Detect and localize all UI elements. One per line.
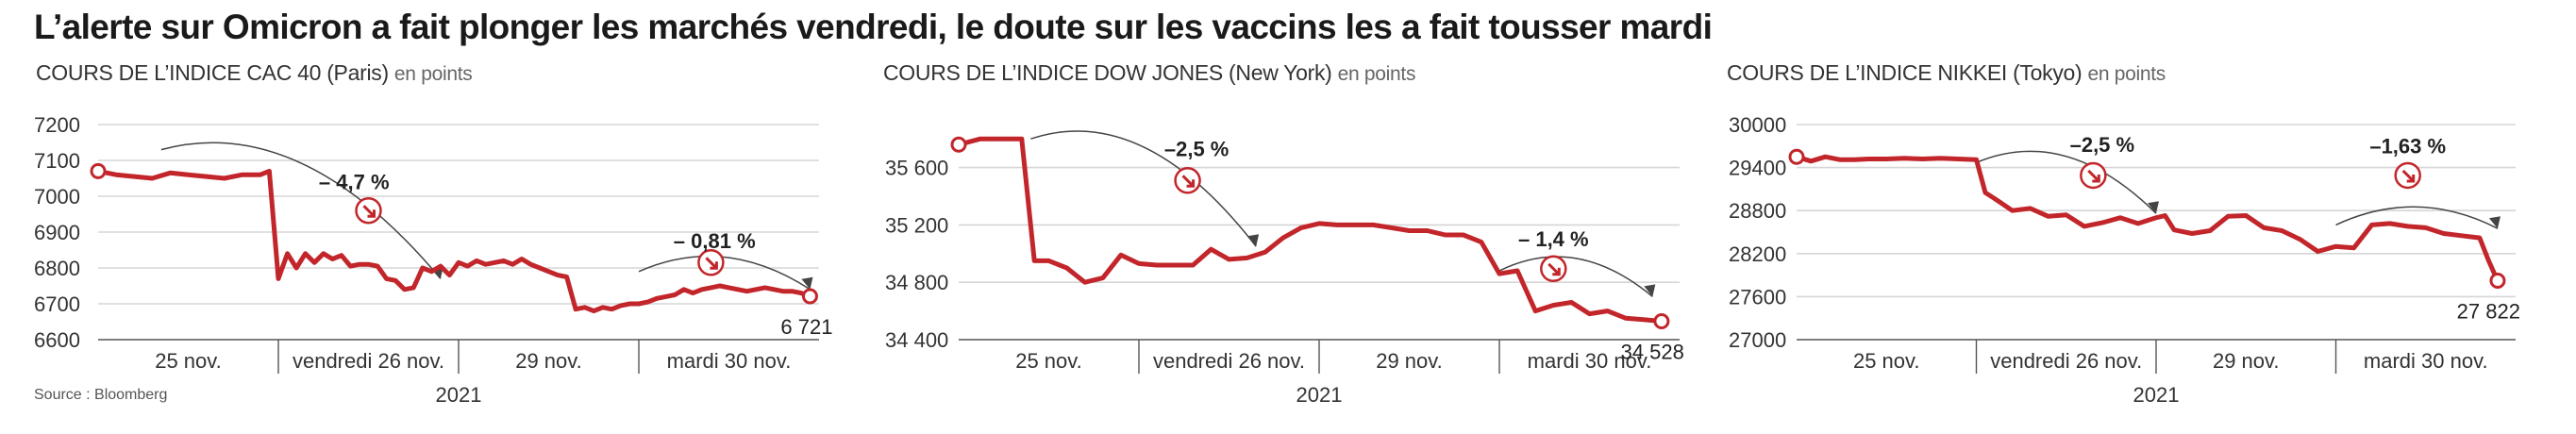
cac40-title: COURS DE L’INDICE CAC 40 (Paris) en poin…	[36, 60, 473, 86]
dowjones-x-category-label: vendredi 26 nov.	[1153, 349, 1305, 373]
dowjones-annotation-label: – 1,4 %	[1518, 227, 1589, 251]
nikkei-year-label: 2021	[2133, 383, 2180, 407]
dowjones-unit: en points	[1337, 63, 1416, 85]
nikkei-x-category-label: vendredi 26 nov.	[1990, 349, 2142, 373]
nikkei-annotation-arrowhead	[2488, 216, 2501, 229]
dowjones-end-marker	[1653, 313, 1670, 330]
nikkei-down-arrow-glyph	[2087, 169, 2100, 183]
nikkei-annotation-arrow	[1976, 150, 2157, 214]
nikkei-annotation-label: –2,5 %	[2070, 133, 2135, 157]
cac40-chart: 6600 6700 6800 6900 7000 7100 7200 25 nov. vendr…	[34, 113, 832, 407]
nikkei-title: COURS DE L’INDICE NIKKEI (Tokyo) en poin…	[1727, 60, 2166, 86]
cac40-x-category-label: vendredi 26 nov.	[293, 349, 444, 373]
nikkei-annotation-arrowhead	[2148, 201, 2159, 214]
cac40-title-text: COURS DE L’INDICE CAC 40 (Paris)	[36, 60, 389, 85]
dowjones-annotation-arrow	[1030, 130, 1257, 247]
dowjones-ytick-label: 34 800	[885, 271, 948, 294]
cac40-series-line	[95, 168, 812, 314]
cac40-ytick-label: 7200	[34, 113, 80, 137]
dowjones-end-value-label: 34 528	[1621, 341, 1684, 364]
dowjones-annotation-label: –2,5 %	[1164, 137, 1229, 160]
nikkei-chart: 27000 27600 28200 28800 29400 30000 25 nov. ven…	[1729, 113, 2520, 407]
source-note: Source : Bloomberg	[34, 387, 168, 403]
cac40-annotation-arrow	[638, 255, 811, 291]
dowjones-x-category-label: mardi 30 nov.	[1528, 349, 1652, 373]
dowjones-title: COURS DE L’INDICE DOW JONES (New York) e…	[883, 60, 1415, 86]
headline: L’alerte sur Omicron a fait plonger les …	[34, 8, 1713, 46]
dowjones-chart: 34 400 34 800 35 200 35 600 25 nov. vendredi …	[885, 130, 1684, 407]
nikkei-annotation-arrow	[2335, 206, 2499, 229]
cac40-annotation-arrow	[160, 142, 442, 279]
cac40-annotation-label: – 0,81 %	[674, 229, 756, 253]
dowjones-x-category-label: 29 nov.	[1376, 349, 1443, 373]
cac40-down-arrow-glyph	[362, 205, 376, 218]
nikkei-end-value-label: 27 822	[2457, 300, 2520, 324]
nikkei-ytick-label: 30000	[1729, 113, 1786, 137]
nikkei-ytick-label: 28800	[1729, 199, 1786, 223]
nikkei-series-line	[1794, 154, 2501, 283]
dowjones-ytick-label: 35 200	[885, 213, 948, 237]
cac40-ytick-label: 6600	[34, 328, 80, 352]
cac40-down-arrow-glyph	[705, 257, 718, 270]
cac40-end-value-label: 6 721	[780, 315, 832, 339]
nikkei-ytick-label: 29400	[1729, 157, 1786, 180]
nikkei-x-category-label: 29 nov.	[2213, 349, 2280, 373]
nikkei-ytick-label: 28200	[1729, 242, 1786, 266]
cac40-ytick-label: 6700	[34, 292, 80, 316]
cac40-end-marker	[801, 288, 818, 305]
nikkei-end-marker	[2489, 273, 2506, 290]
dowjones-ytick-label: 35 600	[885, 157, 948, 180]
cac40-ytick-label: 6800	[34, 257, 80, 280]
cac40-x-category-label: 25 nov.	[155, 349, 222, 373]
nikkei-down-arrow-glyph	[2401, 169, 2416, 183]
cac40-ytick-label: 7000	[34, 185, 80, 209]
nikkei-title-text: COURS DE L’INDICE NIKKEI (Tokyo)	[1727, 60, 2083, 85]
dowjones-annotation-arrowhead	[1644, 284, 1656, 297]
cac40-x-category-label: 29 nov.	[515, 349, 582, 373]
dowjones-x-category-label: 25 nov.	[1015, 349, 1082, 373]
dowjones-down-arrow-glyph	[1547, 262, 1561, 276]
dowjones-series-line	[956, 136, 1664, 324]
dowjones-title-text: COURS DE L’INDICE DOW JONES (New York)	[883, 60, 1332, 85]
dowjones-down-arrow-glyph	[1181, 175, 1196, 188]
dowjones-start-marker	[950, 136, 967, 153]
cac40-x-category-label: mardi 30 nov.	[667, 349, 792, 373]
cac40-ytick-label: 6900	[34, 221, 80, 244]
nikkei-unit: en points	[2087, 63, 2166, 85]
cac40-start-marker	[90, 162, 107, 179]
dowjones-annotation-arrowhead	[1247, 234, 1260, 247]
nikkei-annotation-label: –1,63 %	[2369, 134, 2446, 158]
cac40-ytick-label: 7100	[34, 149, 80, 173]
dowjones-ytick-label: 34 400	[885, 328, 948, 352]
nikkei-x-category-label: mardi 30 nov.	[2364, 349, 2488, 373]
dowjones-annotation-arrow	[1498, 256, 1653, 297]
cac40-unit: en points	[393, 63, 473, 85]
cac40-annotation-arrowhead	[801, 276, 813, 290]
nikkei-ytick-label: 27000	[1729, 328, 1786, 352]
dowjones-year-label: 2021	[1296, 383, 1343, 407]
cac40-year-label: 2021	[436, 383, 482, 407]
nikkei-ytick-label: 27600	[1729, 285, 1786, 309]
nikkei-start-marker	[1788, 148, 1805, 165]
cac40-annotation-label: – 4,7 %	[319, 170, 390, 193]
nikkei-x-category-label: 25 nov.	[1853, 349, 1920, 373]
